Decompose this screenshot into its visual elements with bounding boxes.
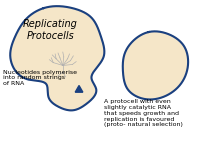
Text: A protocell with even
slightly catalytic RNA
that speeds growth and
replication : A protocell with even slightly catalytic…: [104, 99, 183, 127]
Polygon shape: [75, 85, 83, 92]
Polygon shape: [10, 6, 104, 110]
Polygon shape: [123, 31, 188, 99]
Text: Replicating
Protocells: Replicating Protocells: [23, 19, 78, 41]
Text: Nucleotides polymerise
into random strings
of RNA: Nucleotides polymerise into random strin…: [3, 70, 77, 86]
